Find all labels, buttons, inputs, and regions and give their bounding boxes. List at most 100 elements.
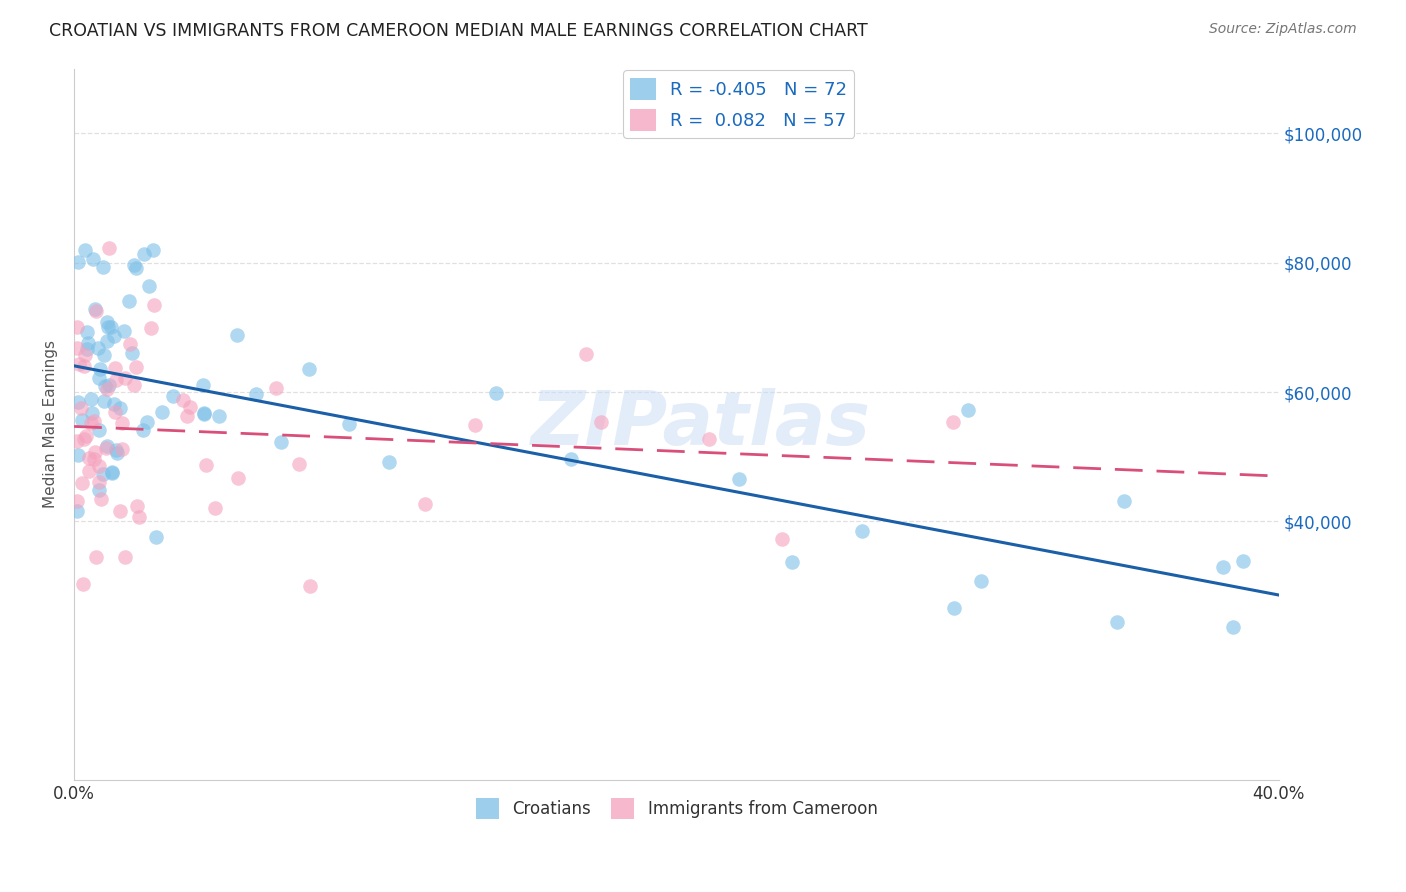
Point [727,472,749,486]
Point [780,555,803,569]
Point [464,418,486,433]
Point [575,347,598,361]
Point [298,579,321,593]
Point [76,343,98,357]
Point [943,601,966,615]
Point [560,451,582,466]
Point [96,315,118,329]
Point [90,491,112,506]
Point [94,441,117,455]
Point [125,360,148,375]
Point [105,442,128,457]
Point [72,576,94,591]
Point [142,243,165,257]
Point [1212,559,1234,574]
Point [114,370,136,384]
Point [75,429,97,443]
Point [89,371,111,385]
Point [87,459,110,474]
Point [699,432,721,446]
Point [270,435,292,450]
Point [114,550,136,565]
Point [378,455,401,469]
Point [104,405,127,419]
Legend: Croatians, Immigrants from Cameroon: Croatians, Immigrants from Cameroon [468,792,884,825]
Point [96,382,118,396]
Point [136,416,159,430]
Point [83,302,105,317]
Point [89,362,111,376]
Point [80,416,103,430]
Point [193,406,215,420]
Point [193,408,215,422]
Point [67,357,90,371]
Point [73,359,96,373]
Point [1105,615,1128,629]
Point [141,321,163,335]
Point [100,320,122,334]
Point [97,320,120,334]
Point [138,279,160,293]
Point [87,475,110,489]
Point [225,327,247,342]
Point [337,417,360,431]
Text: Source: ZipAtlas.com: Source: ZipAtlas.com [1209,22,1357,37]
Text: ZIPatlas: ZIPatlas [530,388,870,461]
Point [1112,493,1135,508]
Point [66,434,89,448]
Point [105,446,128,460]
Point [132,247,155,261]
Point [117,294,139,309]
Point [150,405,173,419]
Point [179,400,201,414]
Point [145,530,167,544]
Point [125,499,148,513]
Point [1232,554,1254,568]
Point [1222,620,1244,634]
Point [84,304,107,318]
Point [142,298,165,312]
Point [97,241,120,255]
Point [67,395,90,409]
Point [94,379,117,393]
Point [76,326,98,340]
Point [162,389,184,403]
Point [80,406,103,420]
Point [589,415,612,429]
Point [298,361,321,376]
Point [84,550,107,565]
Point [245,386,267,401]
Point [208,409,231,423]
Point [93,393,115,408]
Point [128,509,150,524]
Point [110,416,132,430]
Y-axis label: Median Male Earnings: Median Male Earnings [44,341,58,508]
Point [83,414,105,428]
Point [112,325,135,339]
Point [77,336,100,351]
Point [122,259,145,273]
Point [66,494,89,508]
Point [851,524,873,538]
Point [103,397,125,411]
Point [87,423,110,437]
Point [66,504,89,518]
Point [84,444,107,458]
Point [195,458,218,473]
Point [83,451,105,466]
Point [66,254,89,268]
Point [108,503,131,517]
Point [942,416,965,430]
Point [79,464,101,478]
Point [172,392,194,407]
Point [121,346,143,360]
Point [413,497,436,511]
Text: CROATIAN VS IMMIGRANTS FROM CAMEROON MEDIAN MALE EARNINGS CORRELATION CHART: CROATIAN VS IMMIGRANTS FROM CAMEROON MED… [49,22,868,40]
Point [770,532,793,546]
Point [204,500,226,515]
Point [104,373,127,387]
Point [970,574,993,589]
Point [111,442,134,456]
Point [191,378,214,392]
Point [956,402,979,417]
